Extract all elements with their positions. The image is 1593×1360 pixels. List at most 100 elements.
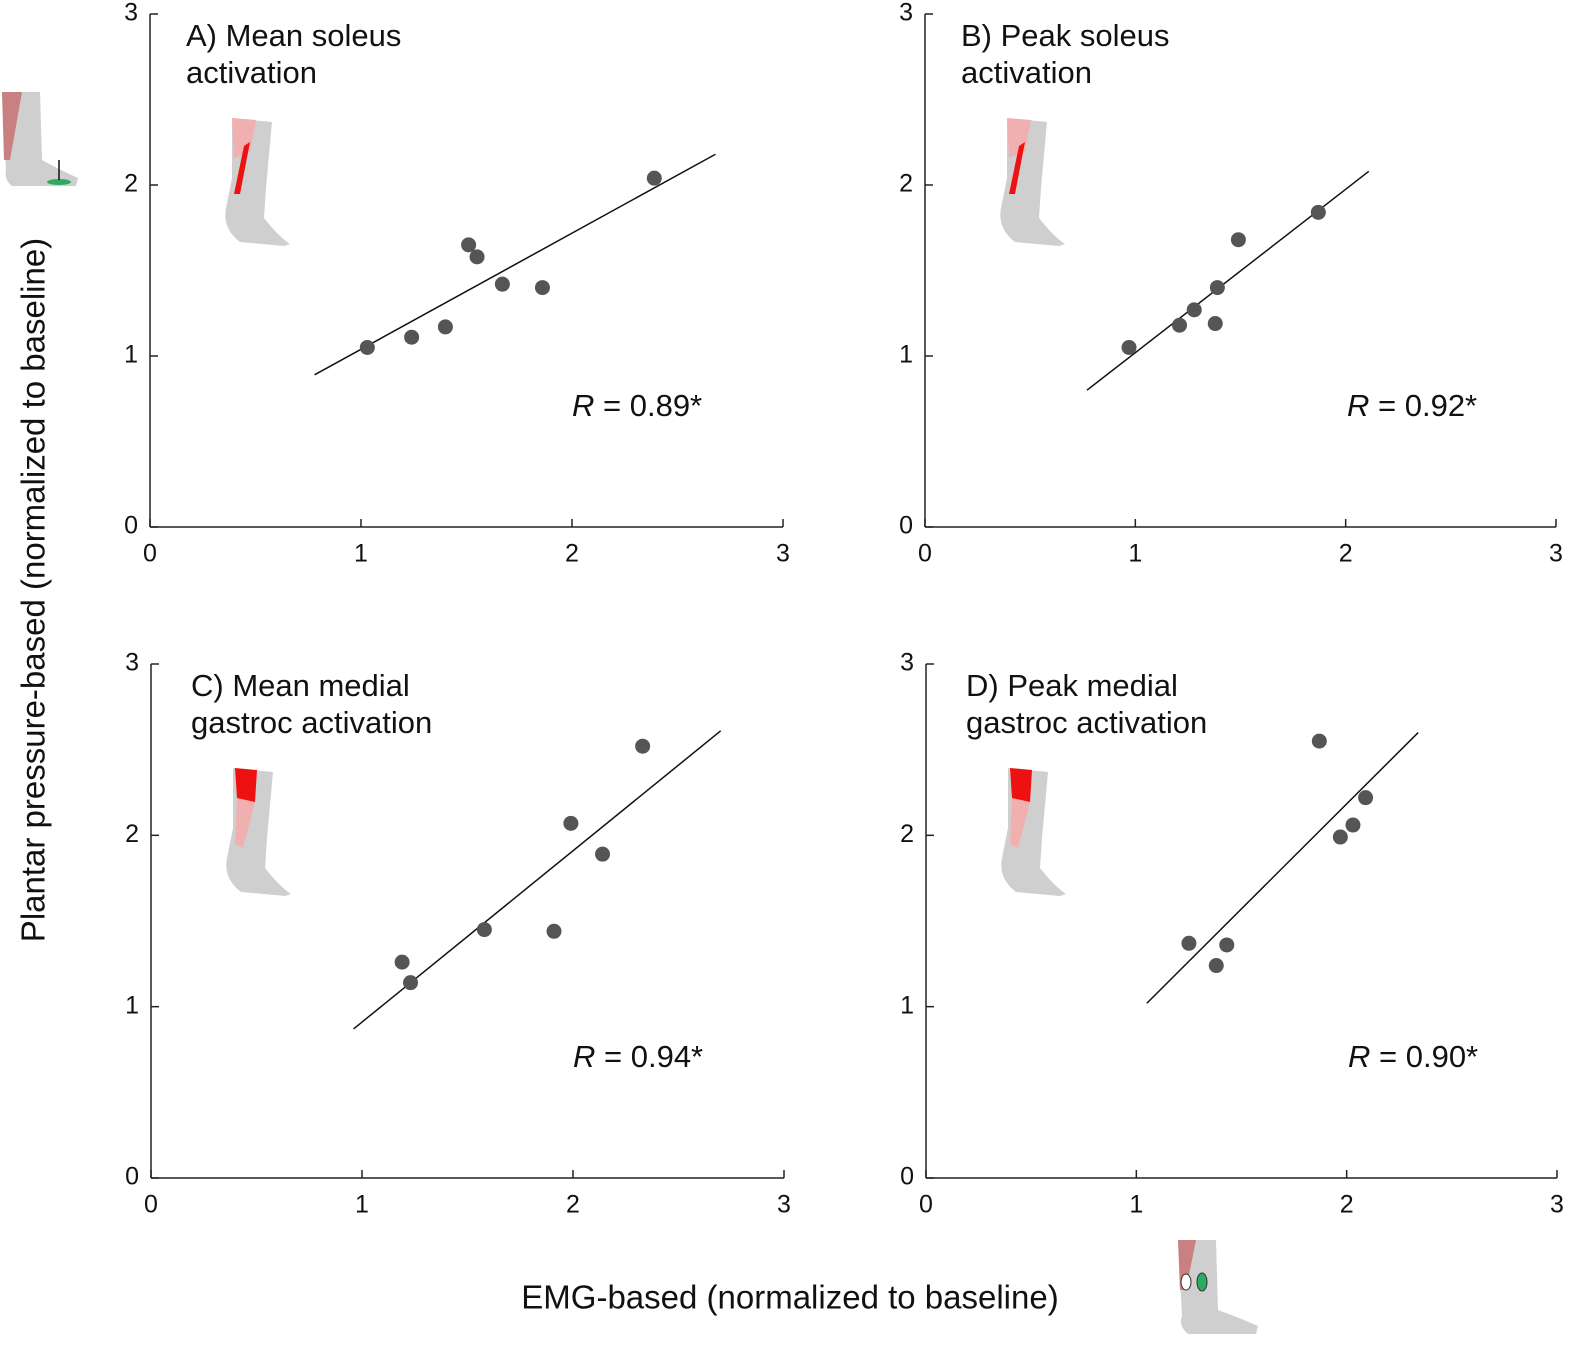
- point: [1358, 790, 1374, 806]
- icon-leg: [225, 118, 290, 246]
- x-tick-label: 2: [1339, 540, 1353, 568]
- x-axis-label: EMG-based (normalized to baseline): [521, 1279, 1058, 1316]
- point: [461, 237, 477, 253]
- annotation: R = 0.92*: [1347, 388, 1477, 423]
- point: [1219, 937, 1235, 953]
- panel-title: activation: [186, 55, 317, 90]
- point: [546, 923, 562, 939]
- point: [1181, 935, 1197, 951]
- point: [1332, 829, 1348, 845]
- point: [1208, 958, 1224, 974]
- annotation-part: = 0.89*: [594, 388, 702, 423]
- y-tick-label: 3: [125, 649, 139, 677]
- point: [1186, 302, 1202, 318]
- point: [1207, 316, 1223, 332]
- x-tick-label: 3: [1550, 1191, 1564, 1219]
- x-tick-label: 0: [143, 540, 157, 568]
- y-tick-label: 0: [900, 1163, 914, 1191]
- icon-shape: [1010, 798, 1030, 848]
- fit-line: [1086, 170, 1370, 391]
- panel-title: gastroc activation: [966, 705, 1207, 740]
- point: [1345, 817, 1361, 833]
- point: [1230, 232, 1246, 248]
- x-tick-label: 3: [1549, 540, 1563, 568]
- annotation-part: R: [573, 1039, 595, 1074]
- fit-line: [314, 153, 716, 376]
- x-tick-label: 0: [918, 540, 932, 568]
- y-tick-label: 1: [899, 341, 913, 369]
- annotation-part: R: [1347, 388, 1369, 423]
- panel-title: D) Peak medial: [966, 668, 1178, 703]
- panel-title: C) Mean medial: [191, 668, 410, 703]
- icon-shape: [1007, 118, 1031, 158]
- x-tick-label: 1: [1128, 540, 1142, 568]
- x-tick-label: 2: [566, 1191, 580, 1219]
- icon-leg: [2, 92, 78, 186]
- y-tick-label: 0: [125, 1163, 139, 1191]
- icon-leg: [1178, 1240, 1258, 1334]
- point: [1310, 204, 1326, 220]
- point: [563, 815, 579, 831]
- panel-title: activation: [961, 55, 1092, 90]
- y-tick-label: 1: [124, 341, 138, 369]
- point: [403, 975, 419, 991]
- x-tick-label: 1: [1129, 1191, 1143, 1219]
- x-tick-label: 0: [144, 1191, 158, 1219]
- x-tick-label: 3: [776, 540, 790, 568]
- annotation: R = 0.89*: [572, 388, 702, 423]
- point: [404, 329, 420, 345]
- icon-shape: [235, 798, 255, 848]
- y-axis-label: Plantar pressure-based (normalized to ba…: [15, 238, 52, 942]
- y-tick-label: 2: [124, 170, 138, 198]
- x-tick-label: 3: [777, 1191, 791, 1219]
- x-tick-label: 1: [355, 1191, 369, 1219]
- annotation: R = 0.94*: [573, 1039, 703, 1074]
- x-tick-label: 2: [1340, 1191, 1354, 1219]
- point: [1172, 317, 1188, 333]
- panel-title: A) Mean soleus: [186, 18, 401, 53]
- fit-line: [1146, 732, 1419, 1004]
- point: [1121, 339, 1137, 355]
- annotation-part: = 0.94*: [595, 1039, 703, 1074]
- x-tick-label: 0: [919, 1191, 933, 1219]
- x-tick-label: 1: [354, 540, 368, 568]
- annotation-part: = 0.90*: [1370, 1039, 1478, 1074]
- annotation-part: R: [1348, 1039, 1370, 1074]
- y-tick-label: 0: [899, 512, 913, 540]
- point: [534, 280, 550, 296]
- icon-leg: [226, 768, 291, 896]
- point: [359, 339, 375, 355]
- annotation: R = 0.90*: [1348, 1039, 1478, 1074]
- x-tick-label: 2: [565, 540, 579, 568]
- panel-title: gastroc activation: [191, 705, 432, 740]
- y-tick-label: 2: [899, 170, 913, 198]
- y-tick-label: 3: [124, 0, 138, 27]
- point: [494, 276, 510, 292]
- icon-shape: [234, 142, 250, 194]
- point: [595, 846, 611, 862]
- icon-shape: [1010, 768, 1032, 803]
- point: [635, 738, 651, 754]
- point: [1209, 280, 1225, 296]
- y-tick-label: 1: [125, 991, 139, 1019]
- point: [394, 954, 410, 970]
- point: [437, 319, 453, 335]
- annotation-part: = 0.92*: [1369, 388, 1477, 423]
- icon-shape: [1009, 142, 1025, 194]
- point: [1311, 733, 1327, 749]
- y-tick-label: 1: [900, 991, 914, 1019]
- point: [476, 922, 492, 938]
- icon-shape: [235, 768, 257, 803]
- point: [646, 170, 662, 186]
- y-tick-label: 3: [900, 649, 914, 677]
- annotation-part: R: [572, 388, 594, 423]
- y-tick-label: 2: [900, 820, 914, 848]
- y-tick-label: 3: [899, 0, 913, 27]
- icon-leg: [1000, 118, 1065, 246]
- panel-title: B) Peak soleus: [961, 18, 1170, 53]
- icon-leg: [1001, 768, 1066, 896]
- y-tick-label: 2: [125, 820, 139, 848]
- icon-shape: [232, 118, 256, 158]
- point: [469, 249, 485, 265]
